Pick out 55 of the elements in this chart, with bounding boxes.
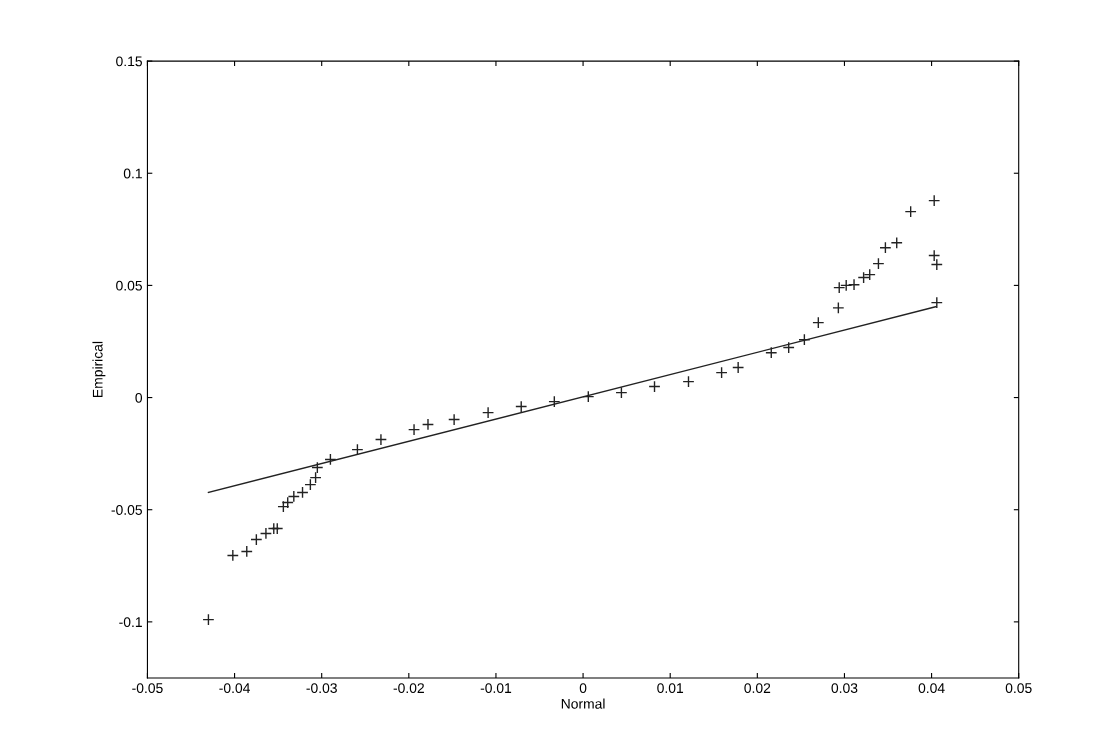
y-tick-label: 0	[135, 392, 143, 403]
y-tick-label: -0.1	[119, 617, 142, 628]
point	[277, 500, 290, 513]
point	[930, 296, 943, 309]
point	[930, 258, 943, 271]
x-tick-label: -0.03	[306, 683, 337, 694]
point	[847, 278, 861, 291]
x-tick-label: -0.02	[393, 683, 424, 694]
x-axis-title: Normal	[561, 698, 605, 709]
x-tick-label: 0	[579, 683, 587, 694]
x-tick-label: 0.04	[918, 683, 945, 694]
point	[872, 257, 885, 270]
point	[407, 423, 421, 436]
point	[648, 380, 661, 393]
point	[311, 461, 324, 474]
x-tick-label: 0.01	[657, 683, 684, 694]
point	[928, 249, 941, 262]
x-tick-label: -0.04	[219, 683, 250, 694]
point	[832, 301, 845, 314]
point	[890, 236, 903, 249]
point	[615, 386, 628, 399]
point	[782, 341, 795, 354]
point	[482, 406, 495, 419]
y-tick-label: 0.05	[116, 280, 142, 291]
x-tick-label: 0.03	[831, 683, 858, 694]
point	[928, 194, 941, 207]
point	[421, 418, 435, 431]
point	[226, 549, 239, 562]
x-tick-label: -0.05	[132, 683, 163, 694]
y-tick-label: 0.1	[123, 168, 142, 179]
point	[732, 361, 745, 374]
point	[833, 281, 846, 294]
point	[271, 522, 284, 535]
point	[682, 375, 695, 388]
point	[715, 366, 728, 379]
point	[240, 545, 253, 558]
point	[879, 241, 892, 254]
y-tick-label: 0.15	[116, 56, 142, 67]
x-tick-label: 0.05	[1005, 683, 1032, 694]
point	[324, 453, 337, 466]
point	[548, 395, 561, 408]
y-tick-label: -0.05	[111, 505, 142, 515]
point	[812, 316, 825, 329]
point	[765, 346, 778, 359]
point	[448, 413, 461, 426]
y-axis-title: Empirical	[92, 341, 106, 397]
point	[515, 400, 528, 413]
point	[840, 279, 853, 292]
point	[250, 533, 263, 546]
x-tick-label: -0.01	[480, 683, 512, 694]
point	[202, 613, 215, 626]
point	[904, 205, 917, 218]
x-tick-label: 0.02	[744, 683, 771, 694]
point	[374, 433, 388, 446]
point	[296, 486, 309, 499]
